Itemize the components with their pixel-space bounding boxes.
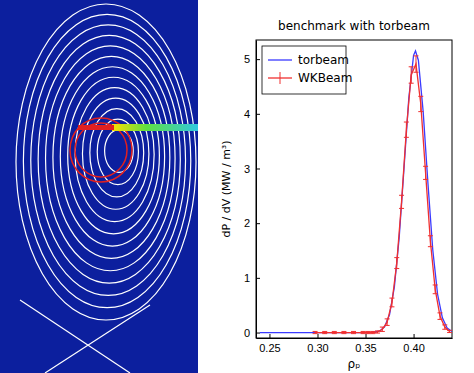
x-axis: 0.25 0.30 0.35 0.40 bbox=[257, 334, 453, 354]
error-bar-cap bbox=[332, 333, 337, 334]
chart: 0.25 0.30 0.35 0.40 0 1 2 3 4 5 benchmark with tor… bbox=[220, 19, 453, 371]
chart-title: benchmark with torbeam bbox=[278, 19, 430, 33]
separatrix-leg bbox=[45, 305, 150, 373]
error-bar-cap bbox=[313, 331, 318, 332]
x-tick-label: 0.35 bbox=[355, 342, 376, 354]
error-bar-cap bbox=[380, 331, 385, 332]
y-tick: 3 bbox=[244, 163, 260, 175]
error-bar-cap bbox=[361, 333, 366, 334]
legend-label: torbeam bbox=[298, 53, 349, 67]
y-tick-label: 4 bbox=[244, 108, 250, 120]
y-tick-label: 5 bbox=[244, 53, 250, 65]
plot-frame bbox=[256, 40, 452, 338]
series-line bbox=[315, 64, 450, 332]
x-tick: 0.35 bbox=[355, 334, 376, 354]
error-bar-cap bbox=[409, 66, 414, 67]
error-bar-cap bbox=[365, 333, 370, 334]
flux-surface bbox=[75, 88, 154, 222]
error-bar-cap bbox=[413, 55, 418, 56]
legend-label: WKBeam bbox=[298, 71, 352, 85]
y-tick-mark bbox=[256, 333, 260, 334]
legend-swatch-errorbar bbox=[280, 72, 281, 84]
error-bar-cap bbox=[351, 333, 356, 334]
x-tick-label: 0.40 bbox=[403, 342, 424, 354]
error-bar-cap bbox=[341, 333, 346, 334]
y-axis: 0 1 2 3 4 5 bbox=[244, 41, 260, 339]
beam-absorption bbox=[78, 125, 114, 130]
flux-surface bbox=[38, 35, 180, 283]
flux-surface bbox=[60, 67, 164, 246]
error-bar-cap bbox=[332, 331, 337, 332]
error-bar-cap bbox=[313, 333, 318, 334]
flux-contours bbox=[16, 4, 198, 373]
error-bar-cap bbox=[447, 332, 452, 333]
error-bar-cap bbox=[370, 333, 375, 334]
y-tick-label: 1 bbox=[244, 272, 250, 284]
y-tick-mark bbox=[256, 114, 260, 115]
flux-surface bbox=[68, 77, 160, 234]
error-bar-cap bbox=[365, 331, 370, 332]
y-axis-line bbox=[256, 41, 257, 339]
y-tick-label: 2 bbox=[244, 217, 250, 229]
error-bar-cap bbox=[409, 83, 414, 84]
y-tick-mark bbox=[256, 278, 260, 279]
y-tick-mark bbox=[256, 59, 260, 60]
flux-surface bbox=[23, 14, 190, 307]
canvas: 0.25 0.30 0.35 0.40 0 1 2 3 4 5 benchmark with tor… bbox=[0, 0, 474, 373]
y-tick-mark bbox=[256, 168, 260, 169]
separatrix-leg bbox=[20, 300, 130, 373]
y-tick-mark bbox=[256, 223, 260, 224]
flux-surface bbox=[82, 98, 148, 209]
error-bar-cap bbox=[361, 331, 366, 332]
x-axis-line bbox=[257, 338, 453, 339]
x-tick-mark bbox=[414, 334, 415, 338]
flux-panel bbox=[0, 0, 198, 373]
error-bar-cap bbox=[322, 333, 327, 334]
error-bar-cap bbox=[433, 293, 438, 294]
error-bars bbox=[313, 56, 452, 334]
resonance-surface bbox=[75, 123, 127, 177]
x-tick: 0.30 bbox=[307, 334, 328, 354]
y-tick: 0 bbox=[244, 327, 260, 339]
beam bbox=[112, 124, 198, 131]
y-tick-label: 3 bbox=[244, 163, 250, 175]
error-bar-cap bbox=[351, 331, 356, 332]
y-tick: 4 bbox=[244, 108, 260, 120]
x-tick: 0.40 bbox=[403, 334, 424, 354]
x-tick-mark bbox=[269, 334, 270, 338]
flux-surface bbox=[53, 56, 170, 258]
y-tick: 2 bbox=[244, 217, 260, 229]
legend-swatch bbox=[268, 59, 292, 60]
error-bar-cap bbox=[385, 318, 390, 319]
x-tick: 0.25 bbox=[259, 334, 280, 354]
x-tick-label: 0.30 bbox=[307, 342, 328, 354]
error-bar-cap bbox=[322, 331, 327, 332]
y-tick-label: 0 bbox=[244, 327, 250, 339]
x-tick-mark bbox=[366, 334, 367, 338]
flux-surface bbox=[46, 46, 176, 271]
flux-surface bbox=[31, 25, 186, 295]
x-tick-mark bbox=[317, 334, 318, 338]
error-bar-cap bbox=[341, 331, 346, 332]
error-bar-cap bbox=[418, 96, 423, 97]
legend: torbeam WKBeam bbox=[262, 46, 352, 94]
y-tick: 5 bbox=[244, 53, 260, 65]
flux-surface bbox=[16, 4, 196, 320]
x-tick-label: 0.25 bbox=[259, 342, 280, 354]
y-tick: 1 bbox=[244, 272, 260, 284]
error-bar-cap bbox=[413, 72, 418, 73]
panel-background bbox=[0, 0, 198, 373]
y-axis-title: dP / dV (MW / m³) bbox=[220, 140, 233, 237]
x-axis-title: ρₚ bbox=[348, 357, 361, 371]
